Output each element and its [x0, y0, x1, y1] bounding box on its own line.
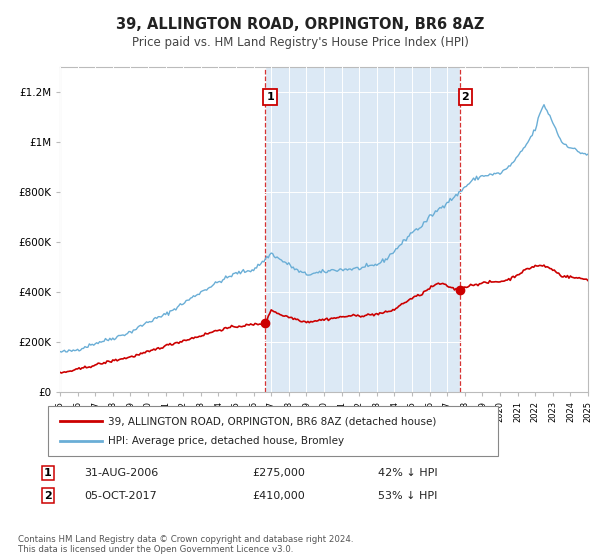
Text: £275,000: £275,000	[252, 468, 305, 478]
Text: 42% ↓ HPI: 42% ↓ HPI	[378, 468, 437, 478]
Bar	[460, 67, 588, 392]
Text: £410,000: £410,000	[252, 491, 305, 501]
Text: 39, ALLINGTON ROAD, ORPINGTON, BR6 8AZ (detached house): 39, ALLINGTON ROAD, ORPINGTON, BR6 8AZ (…	[108, 416, 436, 426]
Bar	[265, 67, 460, 392]
Text: 1: 1	[44, 468, 52, 478]
Text: 2: 2	[44, 491, 52, 501]
Text: 05-OCT-2017: 05-OCT-2017	[84, 491, 157, 501]
Text: 1: 1	[266, 92, 274, 102]
Text: HPI: Average price, detached house, Bromley: HPI: Average price, detached house, Brom…	[108, 436, 344, 446]
Text: Contains HM Land Registry data © Crown copyright and database right 2024.
This d: Contains HM Land Registry data © Crown c…	[18, 535, 353, 554]
Text: 31-AUG-2006: 31-AUG-2006	[84, 468, 158, 478]
Text: 2: 2	[461, 92, 469, 102]
Bar	[60, 67, 265, 392]
Text: 39, ALLINGTON ROAD, ORPINGTON, BR6 8AZ: 39, ALLINGTON ROAD, ORPINGTON, BR6 8AZ	[116, 17, 484, 32]
Text: Price paid vs. HM Land Registry's House Price Index (HPI): Price paid vs. HM Land Registry's House …	[131, 36, 469, 49]
Text: 53% ↓ HPI: 53% ↓ HPI	[378, 491, 437, 501]
